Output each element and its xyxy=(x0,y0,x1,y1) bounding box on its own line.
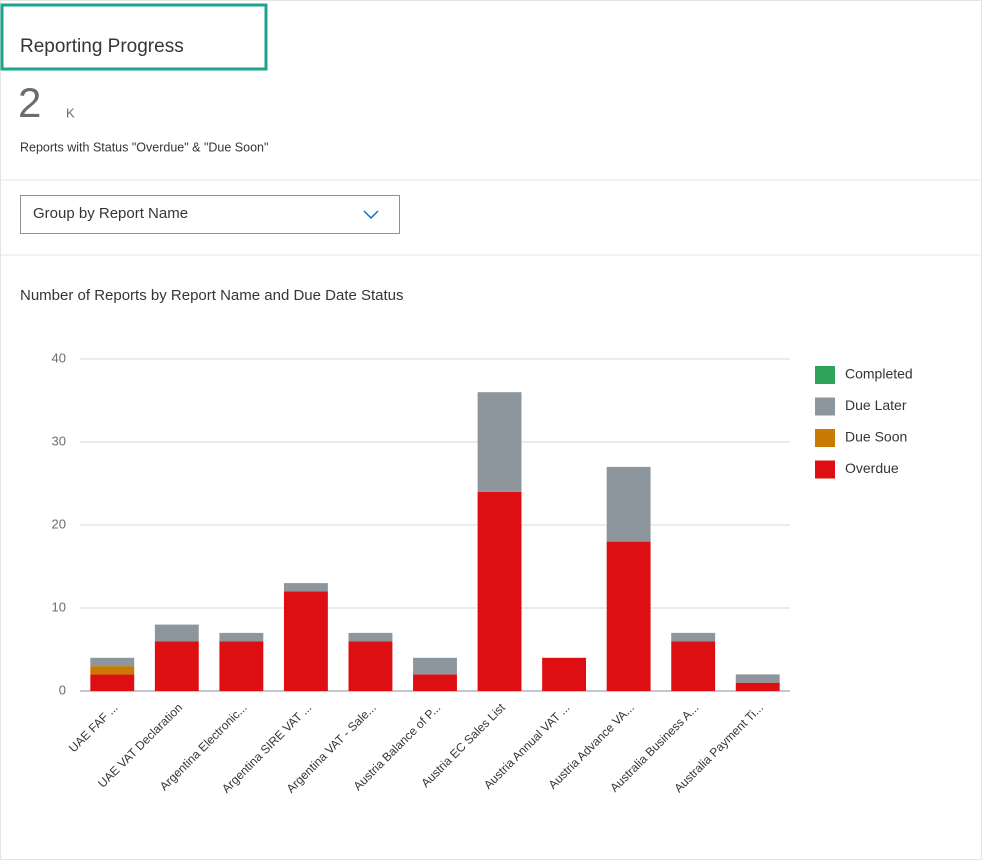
legend-swatch xyxy=(815,366,835,384)
bar-segment xyxy=(671,632,716,642)
bar-segment xyxy=(90,657,135,667)
y-tick-label: 20 xyxy=(52,516,66,531)
kpi-subtitle: Reports with Status "Overdue" & "Due Soo… xyxy=(20,140,268,154)
y-tick-label: 30 xyxy=(52,433,66,448)
chart-title: Number of Reports by Report Name and Due… xyxy=(20,287,404,304)
legend-label: Completed xyxy=(845,366,913,382)
legend-label: Overdue xyxy=(845,460,899,476)
highlight-box xyxy=(0,3,268,71)
bar-segment xyxy=(283,583,328,592)
bar-segment xyxy=(606,541,651,691)
dropdown-label[interactable]: Group by Report Name xyxy=(33,205,188,222)
dropdown[interactable] xyxy=(20,195,400,234)
bar-segment xyxy=(348,632,393,642)
bar-segment xyxy=(671,641,716,691)
y-tick-label: 0 xyxy=(59,682,66,697)
bar-segment xyxy=(413,657,457,675)
legend-label: Due Later xyxy=(845,397,907,413)
bar-segment xyxy=(348,641,393,691)
bar-segment xyxy=(477,392,522,492)
bar-segment xyxy=(90,666,135,675)
legend-swatch xyxy=(815,397,835,416)
legend-swatch xyxy=(815,460,835,479)
y-tick-label: 10 xyxy=(52,599,66,614)
bar-segment xyxy=(154,624,199,642)
bar-segment xyxy=(219,641,264,691)
bar-segment xyxy=(542,657,587,691)
kpi-value: 2 xyxy=(18,79,41,126)
bar-segment xyxy=(735,682,780,691)
legend-label: Due Soon xyxy=(845,429,907,445)
bar-segment xyxy=(477,491,522,691)
bar-segment xyxy=(606,466,651,542)
legend-swatch xyxy=(815,429,835,447)
kpi-unit: K xyxy=(66,105,75,120)
card-title[interactable]: Reporting Progress xyxy=(20,36,184,57)
bar-segment xyxy=(413,674,457,691)
bar-segment xyxy=(219,632,264,642)
bar-segment xyxy=(154,641,199,691)
bar-segment xyxy=(735,674,780,683)
bar-segment xyxy=(90,674,135,691)
bar-segment xyxy=(283,591,328,691)
dropdown-chevron[interactable] xyxy=(363,210,379,220)
y-tick-label: 40 xyxy=(52,350,66,365)
